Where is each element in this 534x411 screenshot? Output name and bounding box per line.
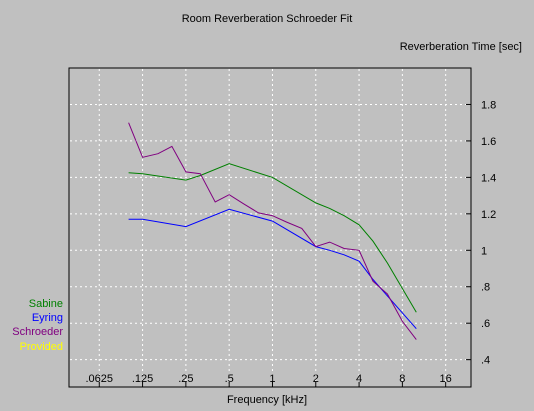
x-tick-label: .5 bbox=[225, 373, 234, 385]
y-tick-label: 1.4 bbox=[481, 172, 496, 184]
axis-ticks: .0625 .125 .25 .5 1 2 4 8 16 .4 .6 .8 1 1.2 1.4 1.6 1.8 bbox=[86, 99, 496, 387]
y-tick-label: 1.6 bbox=[481, 136, 496, 148]
y-tick-label: .6 bbox=[481, 318, 490, 330]
y-tick-label: .8 bbox=[481, 282, 490, 294]
legend-item-eyring: Eyring bbox=[31, 312, 63, 325]
y-tick-label: 1.8 bbox=[481, 99, 496, 111]
x-tick-label: .125 bbox=[132, 373, 153, 385]
grid bbox=[70, 69, 470, 386]
legend-item-provided: Provided bbox=[19, 340, 63, 353]
plot-area bbox=[68, 67, 472, 388]
legend-item-sabine: Sabine bbox=[28, 298, 63, 310]
y-tick-label: 1.2 bbox=[481, 209, 496, 221]
y-tick-label: 1 bbox=[481, 245, 487, 257]
x-tick-label: 2 bbox=[313, 373, 319, 385]
x-tick-label: .0625 bbox=[86, 373, 114, 385]
chart-title: Room Reverberation Schroeder Fit bbox=[181, 13, 353, 25]
x-tick-label: .25 bbox=[178, 373, 193, 385]
series-line-schroeder bbox=[128, 122, 417, 340]
x-tick-label: 16 bbox=[440, 373, 452, 385]
series-lines bbox=[128, 122, 417, 340]
y-axis-label: Reverberation Time [sec] bbox=[399, 41, 522, 53]
y-tick-label: .4 bbox=[481, 355, 490, 367]
legend-item-schroeder: Schroeder bbox=[12, 326, 63, 339]
x-tick-label: 4 bbox=[356, 373, 362, 385]
x-tick-label: 1 bbox=[269, 373, 275, 385]
legend: Sabine Eyring Schroeder Provided bbox=[12, 297, 63, 354]
series-line-sabine bbox=[128, 163, 417, 313]
series-line-eyring bbox=[128, 208, 417, 330]
x-axis-label: Frequency [kHz] bbox=[226, 394, 308, 406]
x-tick-label: 8 bbox=[399, 373, 405, 385]
